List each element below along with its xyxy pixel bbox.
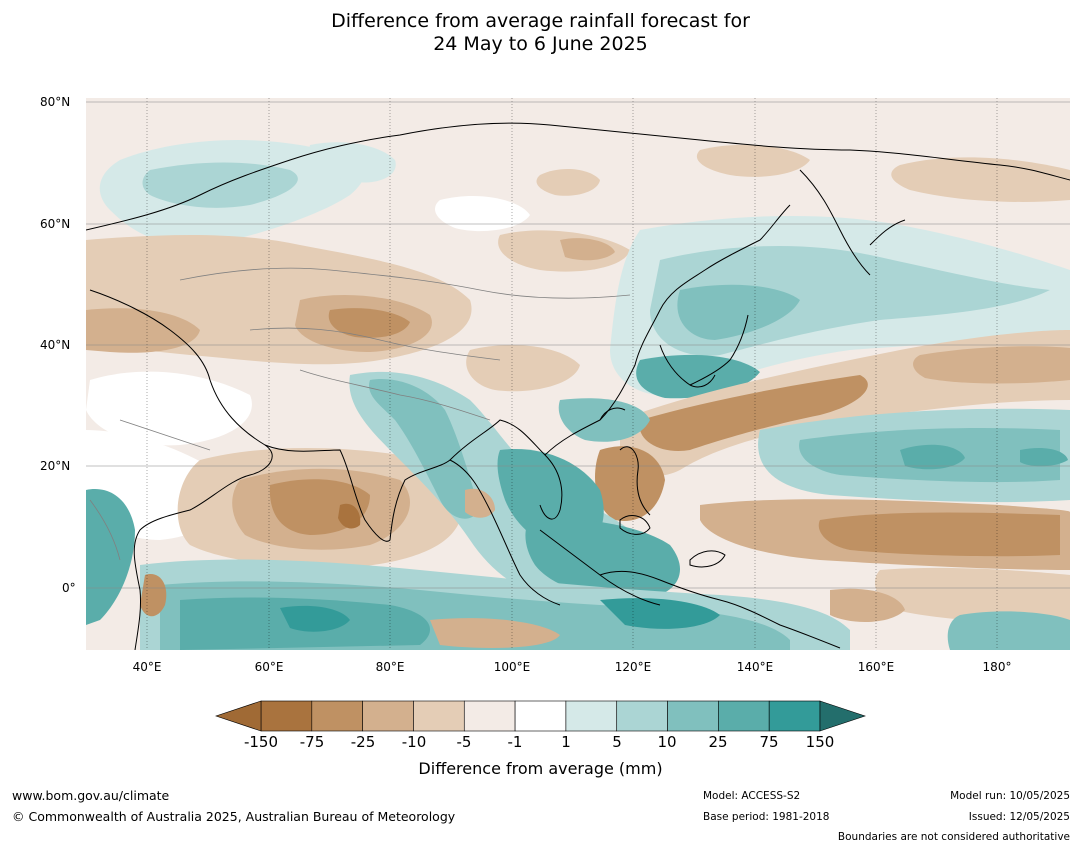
colorbar-bin xyxy=(514,700,567,732)
model-run-text: Model run: 10/05/2025 xyxy=(950,790,1070,802)
anomaly-region xyxy=(947,611,1070,650)
anomaly-region xyxy=(369,379,480,519)
anomaly-region xyxy=(86,489,135,625)
anomaly-region xyxy=(86,308,200,353)
colorbar-bin xyxy=(718,700,770,732)
lon-label-60e: 60°E xyxy=(254,660,284,674)
anomaly-region xyxy=(435,195,530,232)
colorbar-tick-label: 150 xyxy=(805,733,835,751)
colorbar-bin xyxy=(362,700,414,732)
colorbar-extend-high xyxy=(819,700,866,732)
lon-label-40e: 40°E xyxy=(132,660,162,674)
anomaly-region xyxy=(536,168,600,196)
colorbar-tick-label: 10 xyxy=(657,733,677,751)
issued-text: Issued: 12/05/2025 xyxy=(968,811,1070,823)
map-plot-area xyxy=(86,98,1070,650)
anomaly-region xyxy=(309,142,396,183)
lat-label-equator: 0° xyxy=(62,581,76,595)
anomaly-region xyxy=(830,588,905,622)
map-title-line-2: 24 May to 6 June 2025 xyxy=(433,33,648,55)
anomaly-region xyxy=(86,371,252,446)
lon-label-140e: 140°E xyxy=(736,660,774,674)
boundaries-note: Boundaries are not considered authoritat… xyxy=(837,831,1070,843)
colorbar-bin xyxy=(413,700,465,732)
colorbar-title: Difference from average (mm) xyxy=(418,759,663,778)
anomaly-region xyxy=(338,503,361,529)
base-period-text: Base period: 1981-2018 xyxy=(703,811,830,823)
colorbar-bin xyxy=(616,700,668,732)
lat-label-80n: 80°N xyxy=(40,95,71,109)
lat-label-40n: 40°N xyxy=(40,338,71,352)
colorbar-tick-label: -75 xyxy=(299,733,325,751)
anomaly-region xyxy=(696,144,810,177)
lat-label-60n: 60°N xyxy=(40,217,71,231)
colorbar-tick-label: -5 xyxy=(456,733,472,751)
colorbar-bin xyxy=(768,700,821,732)
lon-label-160e: 160°E xyxy=(857,660,895,674)
anomaly-region xyxy=(560,238,615,261)
anomaly-region xyxy=(86,98,1070,137)
colorbar-bin xyxy=(260,700,313,732)
lat-label-20n: 20°N xyxy=(40,459,71,473)
colorbar-tick-label: -1 xyxy=(507,733,523,751)
anomaly-region xyxy=(280,605,350,632)
anomaly-region xyxy=(600,598,720,629)
anomaly-region xyxy=(465,488,495,518)
colorbar-tick-label: 5 xyxy=(612,733,622,751)
anomaly-region xyxy=(900,444,965,470)
anomaly-region xyxy=(525,518,680,600)
anomaly-region xyxy=(875,567,1070,622)
anomaly-region xyxy=(677,284,800,340)
anomaly-region xyxy=(818,512,1060,557)
colorbar-tick-label: 75 xyxy=(759,733,779,751)
anomaly-region xyxy=(430,618,560,648)
colorbar xyxy=(215,700,866,732)
model-text: Model: ACCESS-S2 xyxy=(703,790,801,802)
anomaly-region xyxy=(140,574,167,617)
colorbar-bin xyxy=(565,700,618,732)
colorbar-bin xyxy=(311,700,363,732)
colorbar-tick-label: -25 xyxy=(350,733,376,751)
colorbar-tick-label: -150 xyxy=(243,733,279,751)
lon-label-180: 180° xyxy=(982,660,1012,674)
coastlines xyxy=(86,122,1070,650)
colorbar-bin xyxy=(463,700,516,732)
anomaly-region xyxy=(558,398,650,442)
anomaly-region xyxy=(328,308,410,338)
copyright-text: © Commonwealth of Australia 2025, Austra… xyxy=(12,809,456,824)
colorbar-tick-label: 25 xyxy=(708,733,728,751)
lon-label-100e: 100°E xyxy=(493,660,531,674)
colorbar-extend-low xyxy=(215,700,262,732)
anomaly-region xyxy=(595,446,665,521)
anomaly-region xyxy=(1020,448,1068,467)
lon-label-120e: 120°E xyxy=(614,660,652,674)
anomaly-region xyxy=(639,375,868,451)
anomaly-region xyxy=(913,346,1070,384)
country-boundaries xyxy=(89,267,631,561)
website-text: www.bom.gov.au/climate xyxy=(12,788,170,803)
lon-label-80e: 80°E xyxy=(375,660,405,674)
anomaly-region xyxy=(466,345,580,392)
latitude-lines xyxy=(86,101,1070,589)
colorbar-bin xyxy=(667,700,719,732)
colorbar-tick-label: 1 xyxy=(561,733,571,751)
map-title-line-1: Difference from average rainfall forecas… xyxy=(331,10,750,32)
colorbar-tick-label: -10 xyxy=(401,733,427,751)
